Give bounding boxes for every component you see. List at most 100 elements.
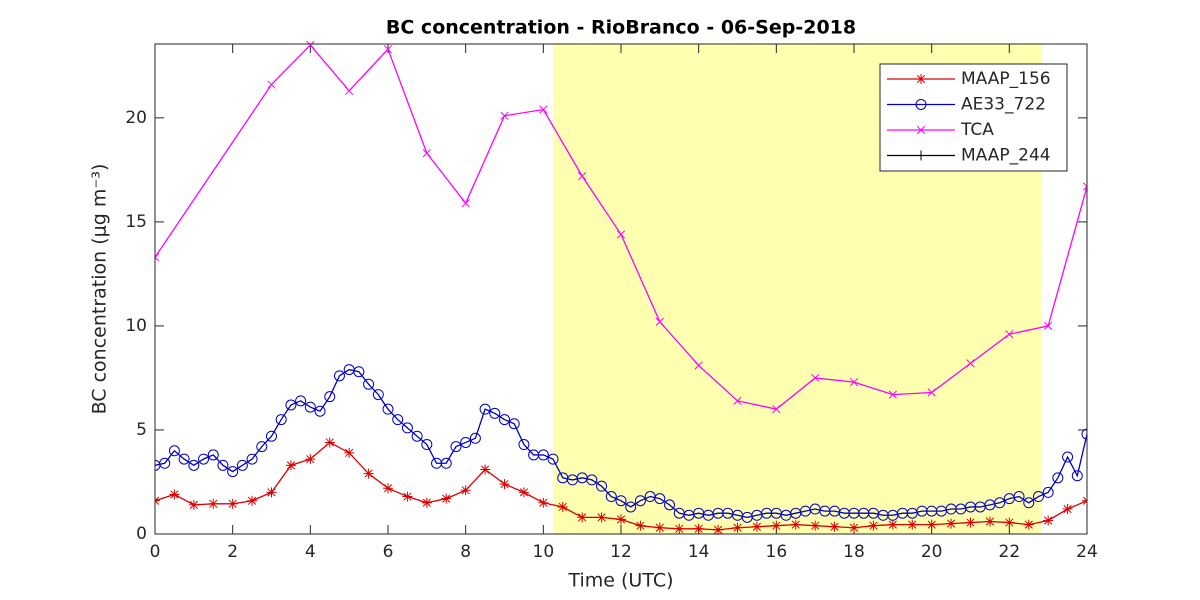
data-point xyxy=(479,403,491,415)
data-point xyxy=(518,439,530,451)
data-point xyxy=(616,230,626,239)
data-point xyxy=(480,464,491,475)
data-point xyxy=(654,493,666,505)
data-point xyxy=(499,479,510,490)
data-point xyxy=(275,414,287,426)
data-point xyxy=(207,449,219,461)
data-point xyxy=(401,422,413,434)
data-point xyxy=(305,454,316,465)
data-point xyxy=(333,370,345,382)
data-point xyxy=(304,401,316,413)
x-tick-label: 6 xyxy=(383,542,394,562)
data-point xyxy=(508,418,520,430)
data-point xyxy=(605,491,617,503)
data-point xyxy=(907,519,918,530)
data-point xyxy=(1004,517,1015,528)
x-tick-label: 20 xyxy=(921,542,943,562)
data-point xyxy=(1044,321,1053,331)
data-point xyxy=(363,378,375,390)
data-point xyxy=(383,45,393,54)
data-point xyxy=(217,459,229,471)
data-point xyxy=(247,495,258,506)
data-point xyxy=(460,485,471,496)
data-point xyxy=(694,361,703,370)
plot-frame xyxy=(154,43,1088,535)
data-point xyxy=(499,414,510,426)
data-point xyxy=(654,522,665,533)
data-point xyxy=(732,522,743,533)
legend-box xyxy=(879,63,1068,172)
data-point xyxy=(635,520,646,531)
data-point xyxy=(324,437,335,448)
x-tick-label: 8 xyxy=(460,542,471,562)
data-point xyxy=(1032,491,1044,503)
data-point xyxy=(489,407,501,419)
data-point xyxy=(266,430,277,442)
x-tick-label: 16 xyxy=(766,542,788,562)
legend-marker xyxy=(915,99,927,110)
data-point xyxy=(421,497,432,508)
data-point xyxy=(246,453,258,465)
chart-title: BC concentration - RioBranco - 06-Sep-20… xyxy=(386,17,856,39)
x-tick-label: 12 xyxy=(610,542,632,562)
data-point xyxy=(557,501,568,512)
data-point xyxy=(771,520,782,531)
y-tick-label: 15 xyxy=(125,212,147,232)
data-point xyxy=(547,453,559,465)
data-point xyxy=(422,149,431,158)
data-point xyxy=(345,86,354,95)
legend-label: MAAP_244 xyxy=(961,146,1051,166)
data-point xyxy=(586,474,598,486)
data-point xyxy=(421,439,433,451)
legend-marker xyxy=(916,125,926,135)
data-point xyxy=(236,459,248,471)
data-point xyxy=(927,388,936,397)
data-point xyxy=(227,498,238,509)
data-point xyxy=(256,441,268,453)
y-axis-label: BC concentration (μg m⁻³) xyxy=(89,164,111,415)
data-point xyxy=(460,436,472,448)
data-point xyxy=(1082,182,1087,191)
data-point xyxy=(790,519,801,530)
data-point xyxy=(577,512,588,523)
data-point xyxy=(383,483,393,494)
data-point xyxy=(655,317,664,326)
data-point xyxy=(966,359,975,368)
y-tick-label: 0 xyxy=(136,524,147,544)
legend-marker xyxy=(916,74,926,84)
data-point xyxy=(169,489,180,500)
data-point xyxy=(450,441,462,453)
data-point xyxy=(578,172,587,181)
legend-label: TCA xyxy=(960,120,994,140)
data-point xyxy=(285,399,297,411)
y-tick-label: 10 xyxy=(125,316,147,336)
data-point xyxy=(946,518,957,529)
data-point xyxy=(411,430,423,442)
data-point xyxy=(994,497,1006,509)
data-point xyxy=(1005,330,1014,339)
legend-label: AE33_722 xyxy=(961,95,1046,115)
data-point xyxy=(208,498,219,509)
data-point xyxy=(363,468,374,479)
x-tick-label: 4 xyxy=(305,542,316,562)
data-point xyxy=(829,521,840,532)
data-point xyxy=(810,520,821,531)
data-point xyxy=(440,457,452,469)
data-point xyxy=(155,253,160,262)
data-point xyxy=(615,495,627,507)
data-point xyxy=(887,519,898,530)
data-point xyxy=(616,514,626,525)
data-point xyxy=(538,497,549,508)
data-point xyxy=(227,466,239,478)
data-point xyxy=(693,523,704,534)
data-point xyxy=(314,405,326,417)
data-point xyxy=(1043,515,1054,526)
data-point xyxy=(1071,470,1083,482)
data-point xyxy=(295,395,307,407)
data-point xyxy=(1081,428,1087,440)
series-line xyxy=(155,368,1087,519)
data-point xyxy=(596,480,608,492)
legend-marker xyxy=(916,150,926,161)
data-point xyxy=(537,449,549,461)
x-tick-label: 14 xyxy=(688,542,710,562)
